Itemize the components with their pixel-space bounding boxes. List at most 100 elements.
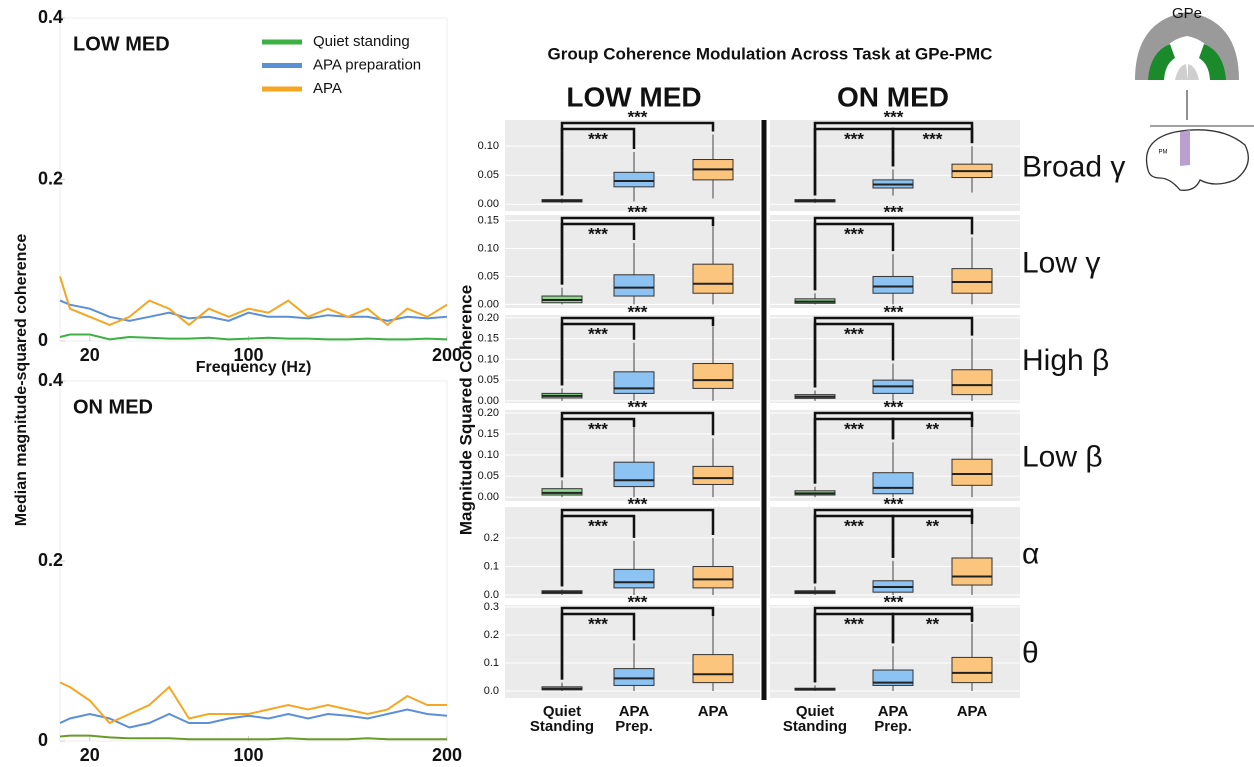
x-tick-label: APA	[957, 703, 988, 720]
row-label: α	[1022, 537, 1039, 570]
pm-label: PM	[1159, 150, 1168, 156]
panel-title: LOW MED	[73, 33, 170, 55]
legend-label: APA preparation	[313, 56, 421, 73]
x-tick-label: 200	[432, 745, 462, 765]
significance-label: ***	[628, 592, 648, 611]
y-tick-label: 0.1	[484, 560, 499, 572]
significance-label: **	[926, 419, 940, 438]
y-tick-label: 0.10	[478, 140, 499, 152]
significance-label: ***	[884, 202, 904, 221]
y-tick-label: 0.4	[38, 370, 63, 390]
y-tick-label: 0.00	[478, 491, 499, 503]
box	[614, 372, 654, 394]
y-tick-label: 0.05	[478, 374, 499, 386]
significance-label: ***	[884, 107, 904, 126]
inset-diagram: GPe PM	[1135, 5, 1254, 190]
box	[542, 489, 582, 495]
y-tick-label: 0.05	[478, 169, 499, 181]
x-tick-label: APA	[698, 703, 729, 720]
significance-label: ***	[844, 129, 864, 148]
box	[693, 466, 733, 484]
significance-label: ***	[884, 592, 904, 611]
significance-label: ***	[884, 397, 904, 416]
significance-label: ***	[884, 494, 904, 513]
figure: GPe PM 00.20.420100200LOW MEDFrequency (…	[0, 0, 1254, 767]
y-tick-label: 0	[38, 730, 48, 750]
y-tick-label: 0.2	[484, 532, 499, 544]
y-tick-label: 0.4	[38, 7, 63, 27]
y-tick-label: 0	[38, 330, 48, 350]
x-tick-label: Prep.	[874, 718, 912, 735]
box	[693, 364, 733, 389]
box	[614, 275, 654, 296]
y-tick-label: 0.00	[478, 395, 499, 407]
x-axis-label: Frequency (Hz)	[196, 359, 312, 376]
y-tick-label: 0.10	[478, 353, 499, 365]
significance-label: ***	[628, 494, 648, 513]
panel-bg	[770, 215, 1020, 308]
box	[614, 669, 654, 686]
significance-label: **	[926, 614, 940, 633]
row-label: High β	[1022, 344, 1109, 377]
box	[873, 473, 913, 494]
y-axis-label: Magnitude Squared Coherence	[456, 285, 475, 535]
significance-label: ***	[628, 202, 648, 221]
significance-label: ***	[588, 129, 608, 148]
box	[952, 269, 992, 294]
brain-outline	[1147, 130, 1249, 190]
y-tick-label: 0.05	[478, 270, 499, 282]
box	[952, 370, 992, 395]
panel-title: ON MED	[73, 396, 153, 418]
significance-label: ***	[628, 107, 648, 126]
significance-label: ***	[844, 224, 864, 243]
significance-label: ***	[844, 614, 864, 633]
box	[952, 558, 992, 585]
box	[952, 657, 992, 682]
legend-label: APA	[313, 80, 342, 97]
significance-label: ***	[884, 302, 904, 321]
y-tick-label: 0.15	[478, 428, 499, 440]
box	[873, 276, 913, 293]
y-tick-label: 0.15	[478, 214, 499, 226]
x-tick-label: Standing	[530, 718, 594, 735]
x-tick-label: Prep.	[615, 718, 653, 735]
x-tick-label: 20	[80, 745, 100, 765]
row-label: Broad γ	[1022, 150, 1125, 183]
x-tick-label: Standing	[783, 718, 847, 735]
box	[693, 264, 733, 293]
x-tick-label: 20	[80, 345, 100, 365]
y-tick-label: 0.2	[38, 550, 63, 570]
y-tick-label: 0.10	[478, 449, 499, 461]
plot-area	[60, 381, 447, 741]
gpe-label: GPe	[1172, 5, 1202, 22]
significance-label: ***	[588, 324, 608, 343]
box	[952, 459, 992, 485]
y-tick-label: 0.20	[478, 312, 499, 324]
y-tick-label: 0.15	[478, 333, 499, 345]
y-tick-label: 0.00	[478, 198, 499, 210]
box	[614, 462, 654, 486]
significance-label: ***	[588, 516, 608, 535]
row-label: Low γ	[1022, 246, 1100, 279]
box	[614, 172, 654, 187]
significance-label: ***	[844, 516, 864, 535]
y-tick-label: 0.1	[484, 657, 499, 669]
significance-label: ***	[844, 324, 864, 343]
y-tick-label: 0.2	[38, 168, 63, 188]
significance-label: ***	[844, 419, 864, 438]
y-tick-label: 0.0	[484, 685, 499, 697]
box-title: Group Coherence Modulation Across Task a…	[548, 44, 993, 63]
gpe-center	[1175, 64, 1199, 80]
y-tick-label: 0.10	[478, 242, 499, 254]
significance-label: **	[926, 516, 940, 535]
y-tick-label: 0.20	[478, 407, 499, 419]
box	[693, 655, 733, 683]
row-label: Low β	[1022, 440, 1103, 473]
y-tick-label: 0.0	[484, 589, 499, 601]
significance-label: ***	[588, 614, 608, 633]
box	[614, 569, 654, 588]
significance-label: ***	[628, 397, 648, 416]
significance-label: ***	[588, 419, 608, 438]
legend-label: Quiet standing	[313, 33, 410, 50]
y-tick-label: 0.2	[484, 629, 499, 641]
